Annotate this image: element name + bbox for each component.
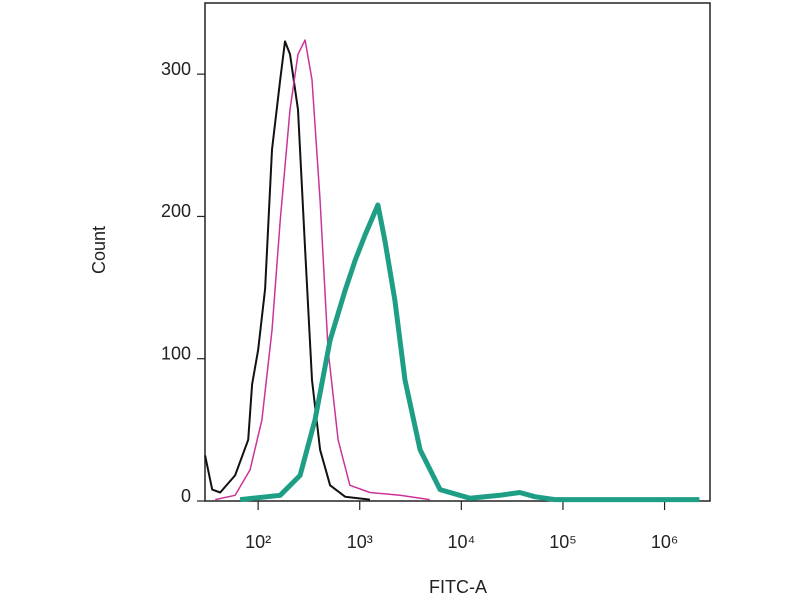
x-tick-label: 10²	[245, 532, 271, 552]
histogram-line	[215, 39, 430, 501]
x-tick-label: 10⁴	[447, 532, 475, 552]
y-tick-label: 100	[161, 343, 191, 363]
y-axis-label: Count	[89, 226, 109, 274]
y-tick-label: 0	[181, 486, 191, 506]
x-tick-label: 10⁵	[549, 532, 576, 552]
histogram-line	[239, 202, 700, 503]
plot-frame	[204, 2, 711, 502]
x-axis-label: FITC-A	[429, 577, 487, 597]
y-tick-label: 200	[161, 201, 191, 221]
x-tick-label: 10⁶	[651, 532, 678, 552]
histogram-line	[204, 40, 371, 501]
x-tick-label: 10³	[347, 532, 373, 552]
y-tick-label: 300	[161, 59, 191, 79]
